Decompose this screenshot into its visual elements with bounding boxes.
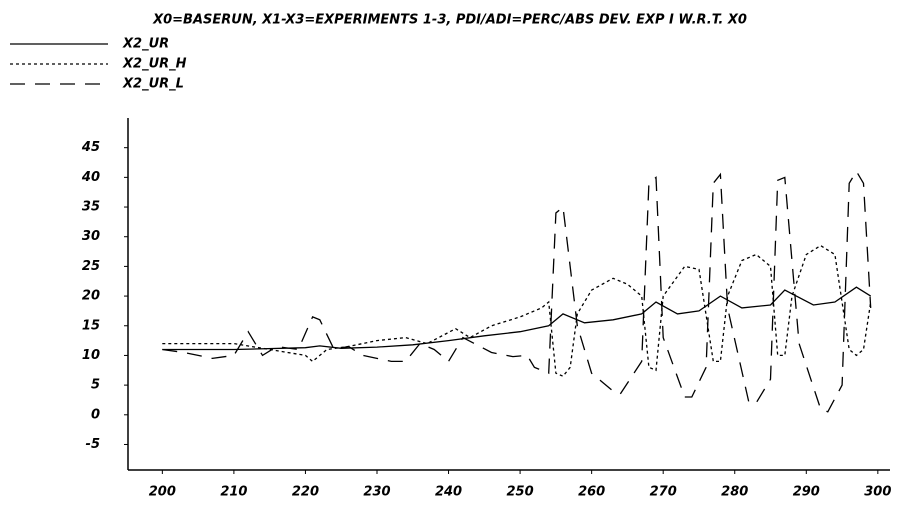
legend-label: X2_UR_L xyxy=(122,77,184,92)
y-tick-label: 0 xyxy=(91,407,100,422)
x-tick-label: 260 xyxy=(578,485,605,500)
x-tick-label: 230 xyxy=(363,485,390,500)
y-tick-label: -5 xyxy=(86,437,100,452)
series-line xyxy=(162,244,872,377)
y-tick-label: 15 xyxy=(82,318,100,333)
series-line xyxy=(162,286,872,351)
y-tick-label: 20 xyxy=(82,289,100,304)
x-tick-label: 250 xyxy=(507,485,534,500)
x-tick-label: 300 xyxy=(864,485,891,500)
y-tick-label: 5 xyxy=(91,378,100,393)
y-tick-label: 35 xyxy=(82,200,100,215)
chart-title: X0=BASERUN, X1-X3=EXPERIMENTS 1-3, PDI/A… xyxy=(152,13,747,28)
series-line xyxy=(162,170,872,413)
y-tick-label: 25 xyxy=(82,259,100,274)
x-tick-label: 270 xyxy=(650,485,677,500)
y-tick-label: 10 xyxy=(82,348,100,363)
y-tick-label: 40 xyxy=(81,170,100,185)
x-tick-label: 290 xyxy=(793,485,820,500)
x-tick-label: 220 xyxy=(292,485,319,500)
legend-label: X2_UR xyxy=(122,37,169,52)
x-tick-label: 210 xyxy=(220,485,247,500)
x-tick-label: 280 xyxy=(721,485,748,500)
y-tick-label: 45 xyxy=(81,140,100,155)
y-tick-label: 30 xyxy=(82,229,100,244)
x-tick-label: 200 xyxy=(149,485,176,500)
legend-label: X2_UR_H xyxy=(122,57,187,72)
x-tick-label: 240 xyxy=(435,485,462,500)
